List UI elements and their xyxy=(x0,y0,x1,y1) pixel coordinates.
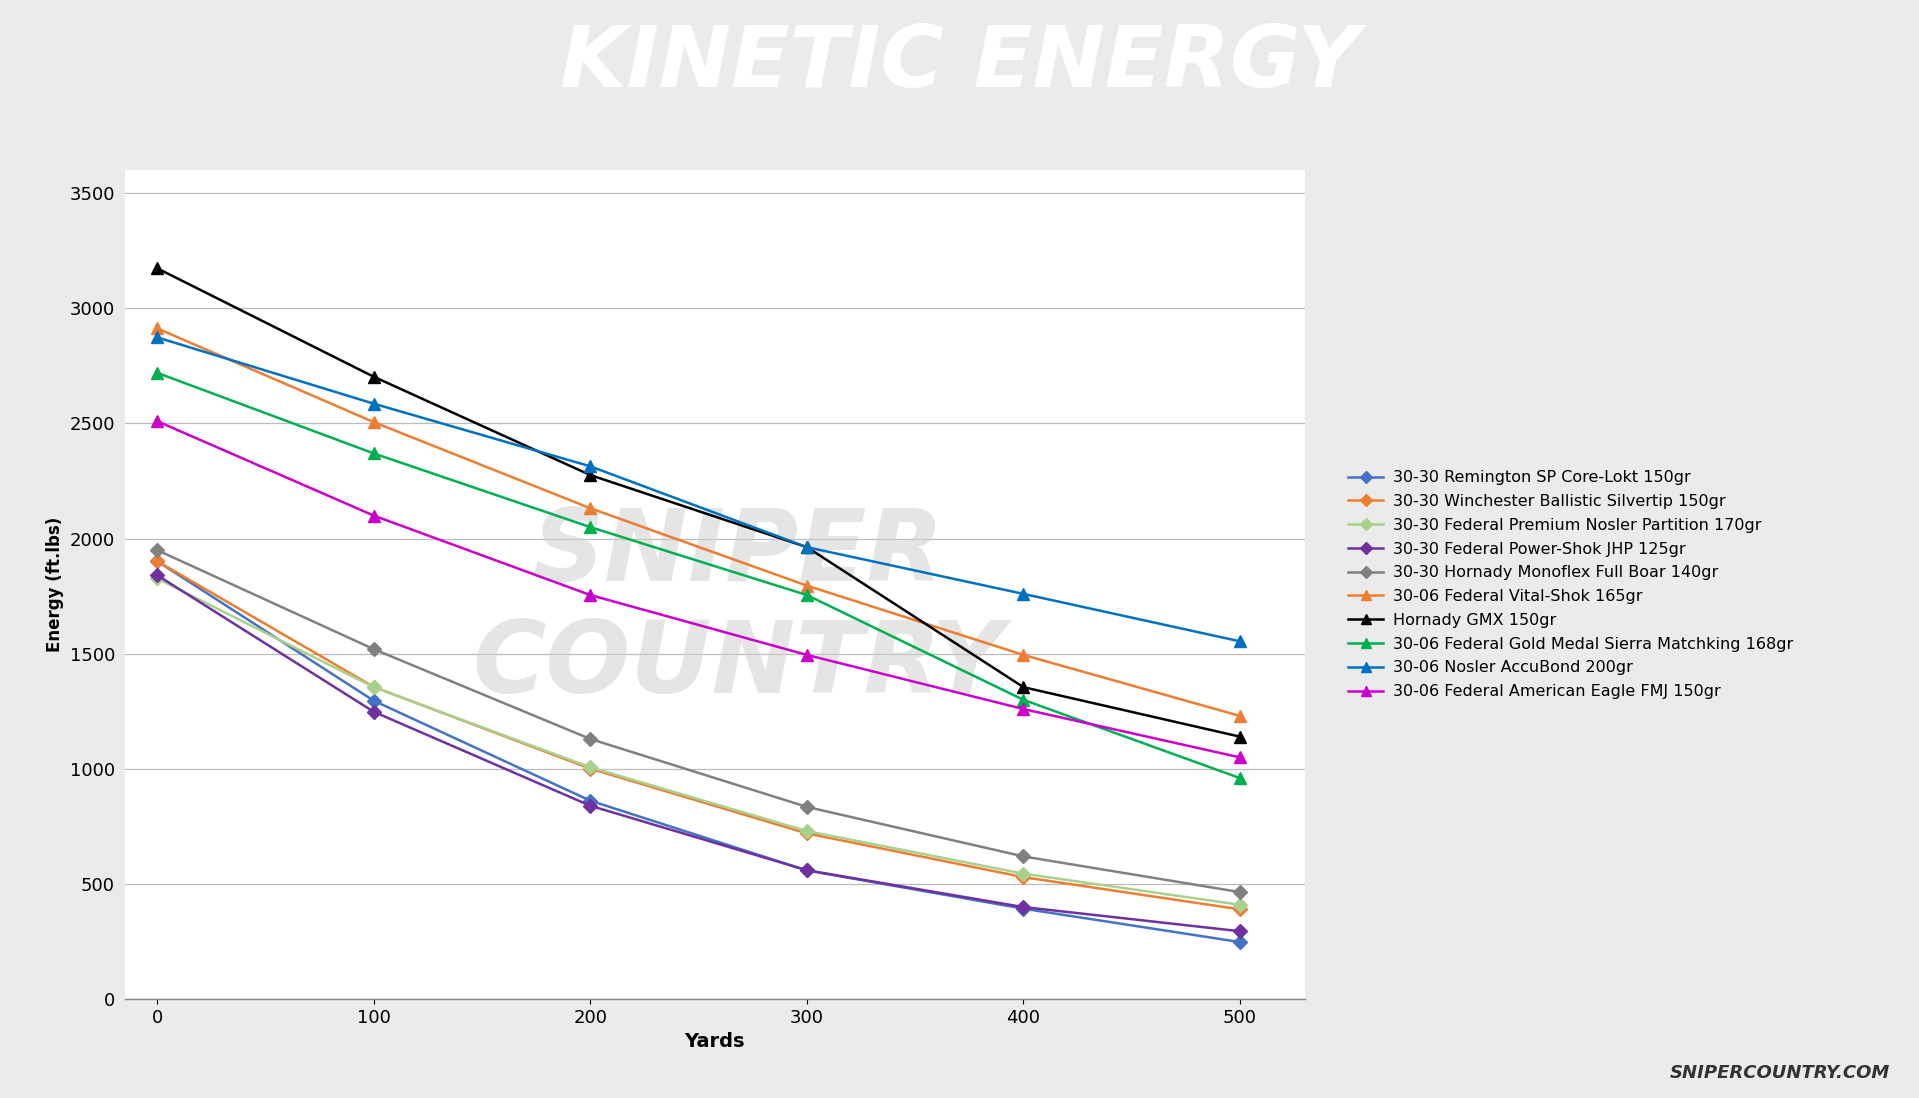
30-06 Federal American Eagle FMJ 150gr xyxy=(146,415,169,428)
30-30 Winchester Ballistic Silvertip 150gr xyxy=(794,827,817,840)
30-30 Hornady Monoflex Full Boar 140gr xyxy=(146,544,169,557)
30-06 Federal American Eagle FMJ 150gr xyxy=(1011,703,1034,716)
30-30 Federal Premium Nosler Partition 170gr xyxy=(1228,898,1251,911)
30-30 Hornady Monoflex Full Boar 140gr xyxy=(794,800,817,814)
30-06 Federal Vital-Shok 165gr xyxy=(1011,648,1034,661)
30-06 Nosler AccuBond 200gr xyxy=(146,330,169,344)
Line: 30-06 Nosler AccuBond 200gr: 30-06 Nosler AccuBond 200gr xyxy=(152,332,1245,647)
30-30 Remington SP Core-Lokt 150gr xyxy=(146,554,169,568)
Hornady GMX 150gr xyxy=(363,370,386,383)
30-06 Federal American Eagle FMJ 150gr xyxy=(363,509,386,523)
Line: 30-06 Federal Gold Medal Sierra Matchking 168gr: 30-06 Federal Gold Medal Sierra Matchkin… xyxy=(152,367,1245,784)
30-30 Hornady Monoflex Full Boar 140gr xyxy=(1228,885,1251,898)
30-06 Nosler AccuBond 200gr xyxy=(1228,635,1251,648)
30-30 Remington SP Core-Lokt 150gr xyxy=(794,864,817,877)
30-30 Hornady Monoflex Full Boar 140gr xyxy=(580,732,603,746)
Line: 30-30 Winchester Ballistic Silvertip 150gr: 30-30 Winchester Ballistic Silvertip 150… xyxy=(152,557,1245,915)
Hornady GMX 150gr xyxy=(580,469,603,482)
30-06 Federal American Eagle FMJ 150gr xyxy=(794,648,817,661)
Y-axis label: Energy (ft.lbs): Energy (ft.lbs) xyxy=(46,517,63,652)
30-06 Federal American Eagle FMJ 150gr xyxy=(1228,751,1251,764)
Hornady GMX 150gr xyxy=(794,540,817,553)
Text: KINETIC ENERGY: KINETIC ENERGY xyxy=(560,22,1359,104)
30-06 Federal Vital-Shok 165gr xyxy=(363,415,386,428)
30-30 Federal Premium Nosler Partition 170gr xyxy=(580,761,603,774)
30-30 Winchester Ballistic Silvertip 150gr xyxy=(146,554,169,568)
30-30 Remington SP Core-Lokt 150gr xyxy=(363,694,386,707)
30-30 Federal Power-Shok JHP 125gr xyxy=(363,705,386,718)
30-06 Nosler AccuBond 200gr xyxy=(363,397,386,411)
30-30 Federal Premium Nosler Partition 170gr xyxy=(363,681,386,694)
Line: 30-30 Hornady Monoflex Full Boar 140gr: 30-30 Hornady Monoflex Full Boar 140gr xyxy=(152,546,1245,897)
30-06 Federal Gold Medal Sierra Matchking 168gr xyxy=(363,447,386,460)
30-06 Nosler AccuBond 200gr xyxy=(794,540,817,553)
30-06 Nosler AccuBond 200gr xyxy=(1011,587,1034,601)
30-30 Remington SP Core-Lokt 150gr xyxy=(1011,903,1034,916)
30-06 Federal American Eagle FMJ 150gr xyxy=(580,589,603,602)
30-30 Federal Power-Shok JHP 125gr xyxy=(146,569,169,582)
30-30 Winchester Ballistic Silvertip 150gr xyxy=(580,762,603,775)
30-30 Winchester Ballistic Silvertip 150gr xyxy=(1228,903,1251,916)
30-06 Federal Vital-Shok 165gr xyxy=(1228,709,1251,722)
Hornady GMX 150gr xyxy=(1011,681,1034,694)
30-30 Federal Premium Nosler Partition 170gr xyxy=(146,572,169,585)
Line: 30-06 Federal Vital-Shok 165gr: 30-06 Federal Vital-Shok 165gr xyxy=(152,323,1245,721)
30-06 Federal Vital-Shok 165gr xyxy=(794,579,817,592)
30-30 Hornady Monoflex Full Boar 140gr xyxy=(1011,850,1034,863)
Hornady GMX 150gr xyxy=(146,261,169,274)
30-06 Federal Vital-Shok 165gr xyxy=(580,502,603,515)
30-30 Remington SP Core-Lokt 150gr xyxy=(1228,935,1251,949)
30-06 Federal Gold Medal Sierra Matchking 168gr xyxy=(1228,772,1251,785)
30-30 Remington SP Core-Lokt 150gr xyxy=(580,794,603,807)
30-06 Federal Gold Medal Sierra Matchking 168gr xyxy=(580,520,603,534)
Line: 30-06 Federal American Eagle FMJ 150gr: 30-06 Federal American Eagle FMJ 150gr xyxy=(152,416,1245,763)
30-30 Federal Premium Nosler Partition 170gr xyxy=(1011,867,1034,881)
Line: 30-30 Remington SP Core-Lokt 150gr: 30-30 Remington SP Core-Lokt 150gr xyxy=(152,557,1245,946)
30-30 Federal Power-Shok JHP 125gr xyxy=(580,799,603,813)
Text: SNIPER
COUNTRY: SNIPER COUNTRY xyxy=(472,505,1004,714)
30-30 Winchester Ballistic Silvertip 150gr xyxy=(363,681,386,694)
30-06 Nosler AccuBond 200gr xyxy=(580,460,603,473)
Hornady GMX 150gr xyxy=(1228,730,1251,743)
30-30 Hornady Monoflex Full Boar 140gr xyxy=(363,642,386,656)
30-30 Federal Premium Nosler Partition 170gr xyxy=(794,825,817,838)
30-30 Federal Power-Shok JHP 125gr xyxy=(794,864,817,877)
30-06 Federal Gold Medal Sierra Matchking 168gr xyxy=(794,589,817,602)
Line: 30-30 Federal Premium Nosler Partition 170gr: 30-30 Federal Premium Nosler Partition 1… xyxy=(152,573,1245,909)
30-30 Federal Power-Shok JHP 125gr xyxy=(1011,900,1034,914)
Text: SNIPERCOUNTRY.COM: SNIPERCOUNTRY.COM xyxy=(1670,1064,1890,1082)
30-06 Federal Gold Medal Sierra Matchking 168gr xyxy=(146,367,169,380)
30-30 Winchester Ballistic Silvertip 150gr xyxy=(1011,871,1034,884)
Legend: 30-30 Remington SP Core-Lokt 150gr, 30-30 Winchester Ballistic Silvertip 150gr, : 30-30 Remington SP Core-Lokt 150gr, 30-3… xyxy=(1349,470,1792,699)
Line: 30-30 Federal Power-Shok JHP 125gr: 30-30 Federal Power-Shok JHP 125gr xyxy=(152,570,1245,937)
30-06 Federal Gold Medal Sierra Matchking 168gr xyxy=(1011,693,1034,706)
30-06 Federal Vital-Shok 165gr xyxy=(146,322,169,335)
30-30 Federal Power-Shok JHP 125gr xyxy=(1228,925,1251,938)
Line: Hornady GMX 150gr: Hornady GMX 150gr xyxy=(152,262,1245,742)
X-axis label: Yards: Yards xyxy=(685,1032,745,1052)
